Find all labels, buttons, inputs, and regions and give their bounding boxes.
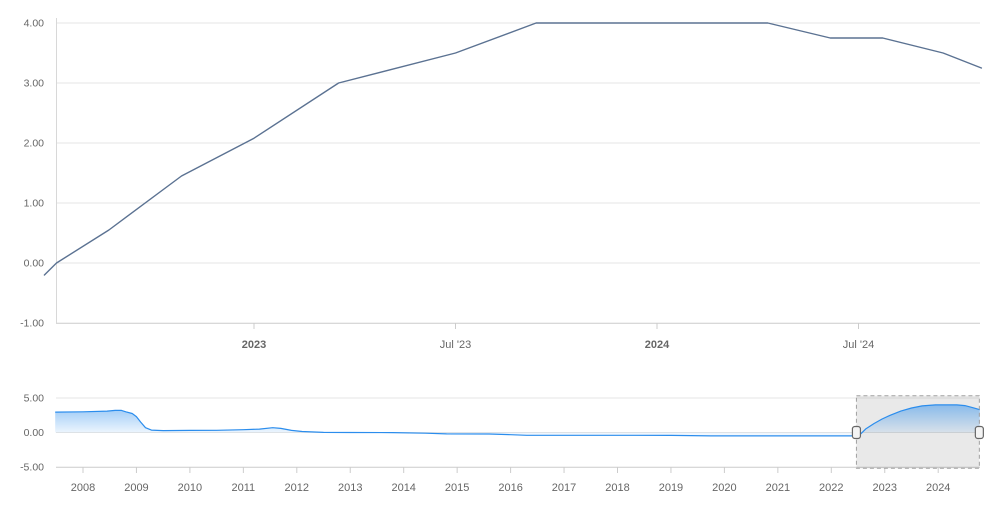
navigator-y-axis-label: -5.00 bbox=[20, 462, 44, 474]
main-y-axis-label: -1.00 bbox=[20, 318, 44, 330]
navigator-x-axis-label: 2014 bbox=[391, 482, 415, 494]
main-y-axis-label: 1.00 bbox=[24, 198, 45, 210]
navigator-x-axis-label: 2013 bbox=[338, 482, 362, 494]
navigator-x-axis-label: 2010 bbox=[178, 482, 202, 494]
main-y-axis-label: 4.00 bbox=[24, 18, 45, 30]
navigator-x-axis-label: 2024 bbox=[926, 482, 950, 494]
navigator-x-axis-label: 2011 bbox=[232, 482, 256, 494]
navigator: 5.00 0.00 -5.00 2008 2009 2010 2011 2012 2013 201… bbox=[20, 393, 984, 494]
navigator-x-axis-label: 2008 bbox=[71, 482, 95, 494]
main-series-line bbox=[43, 22, 983, 276]
main-y-axis-label: 3.00 bbox=[24, 78, 45, 90]
navigator-x-axis-label: 2019 bbox=[659, 482, 683, 494]
navigator-x-axis-label: 2016 bbox=[498, 482, 522, 494]
navigator-series-line bbox=[55, 404, 981, 437]
navigator-x-axis-label: 2012 bbox=[285, 482, 309, 494]
navigator-x-axis-label: 2017 bbox=[552, 482, 576, 494]
navigator-x-axis-label: 2015 bbox=[445, 482, 469, 494]
main-x-axis-label: 2024 bbox=[645, 339, 670, 351]
main-chart: 4.00 3.00 2.00 1.00 0.00 -1.00 2023 Jul '23 2024… bbox=[20, 11, 983, 351]
main-x-axis-label: Jul '24 bbox=[843, 339, 874, 351]
navigator-y-axis-label: 0.00 bbox=[24, 427, 45, 439]
main-x-axis-label: 2023 bbox=[242, 339, 266, 351]
main-x-axis-label: Jul '23 bbox=[440, 339, 471, 351]
navigator-x-axis-label: 2023 bbox=[873, 482, 897, 494]
navigator-handle-right[interactable] bbox=[974, 425, 984, 440]
navigator-x-axis-label: 2009 bbox=[124, 482, 148, 494]
navigator-handle-left[interactable] bbox=[851, 425, 862, 440]
navigator-x-axis-label: 2022 bbox=[819, 482, 843, 494]
navigator-x-axis-label: 2018 bbox=[605, 482, 629, 494]
main-chart-plot-area[interactable] bbox=[56, 11, 980, 323]
navigator-x-axis-label: 2021 bbox=[766, 482, 790, 494]
navigator-x-axis-label: 2020 bbox=[712, 482, 736, 494]
main-y-axis-label: 0.00 bbox=[24, 258, 45, 270]
main-y-axis-label: 2.00 bbox=[24, 138, 45, 150]
navigator-series-area bbox=[55, 404, 980, 436]
navigator-y-axis-label: 5.00 bbox=[24, 393, 45, 405]
